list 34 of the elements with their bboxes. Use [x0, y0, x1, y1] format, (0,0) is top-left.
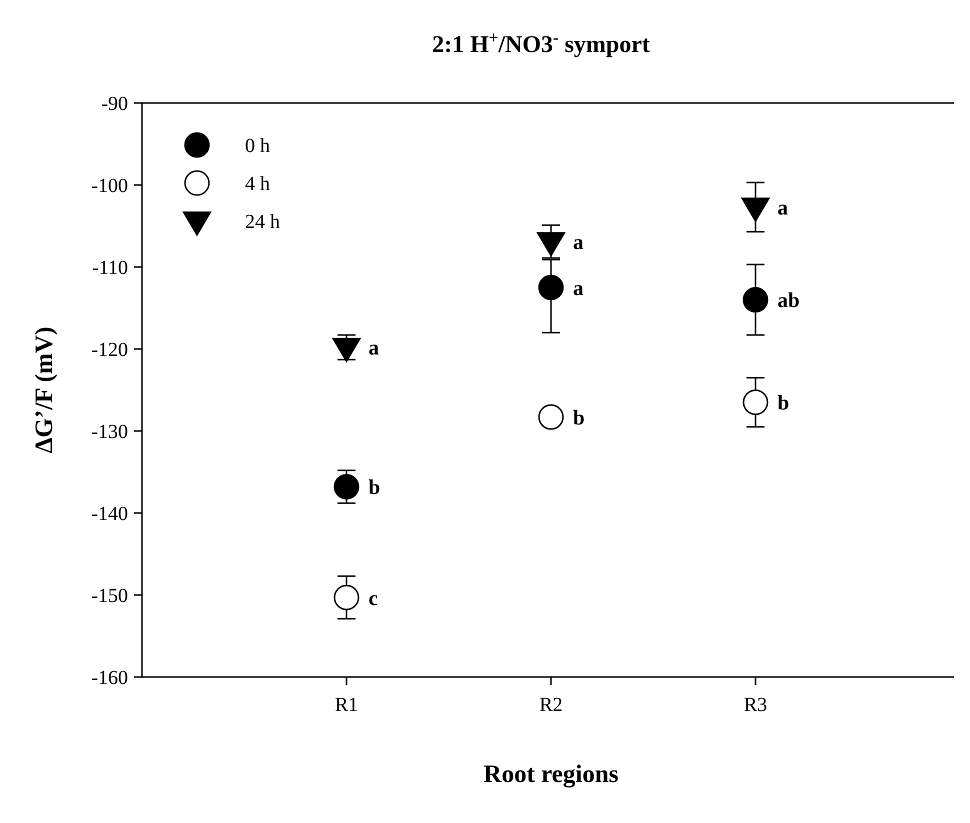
y-tick-label: -120	[91, 339, 128, 361]
x-axis-title: Root regions	[484, 761, 619, 788]
annotation: a	[573, 230, 584, 254]
legend-label: 0 h	[245, 135, 270, 157]
point	[741, 198, 770, 222]
x-tick-label: R2	[539, 694, 563, 716]
annotation: a	[368, 336, 380, 360]
point	[538, 404, 564, 430]
annotation: c	[368, 586, 378, 610]
point	[536, 232, 566, 256]
annotation: a	[573, 276, 584, 300]
y-tick-label: -150	[91, 585, 128, 607]
y-tick-label: -110	[92, 257, 128, 279]
chart-title: 2:1 H$^{+}$/NO3$^{-}$ symport	[432, 28, 650, 58]
x-tick-label: R3	[744, 694, 768, 716]
annotation: b	[778, 390, 790, 415]
annotation: ab	[778, 288, 800, 312]
point	[334, 474, 360, 500]
y-tick-label: -130	[91, 421, 128, 443]
point	[334, 584, 360, 610]
point	[332, 338, 361, 362]
y-tick-label: -90	[101, 93, 128, 115]
y-tick-label: -160	[91, 667, 128, 689]
annotation: a	[778, 195, 788, 220]
point	[742, 287, 768, 313]
legend-label: 4 h	[245, 173, 270, 195]
annotation: b	[573, 405, 585, 430]
y-axis-title: ΔG’/F (mV)	[31, 326, 58, 454]
x-tick-label: R1	[334, 694, 358, 716]
point	[742, 390, 768, 416]
legend-label: 24 h	[245, 211, 280, 233]
annotation: b	[368, 475, 380, 500]
y-tick-label: -140	[91, 503, 128, 525]
y-tick-label: -100	[91, 175, 128, 197]
